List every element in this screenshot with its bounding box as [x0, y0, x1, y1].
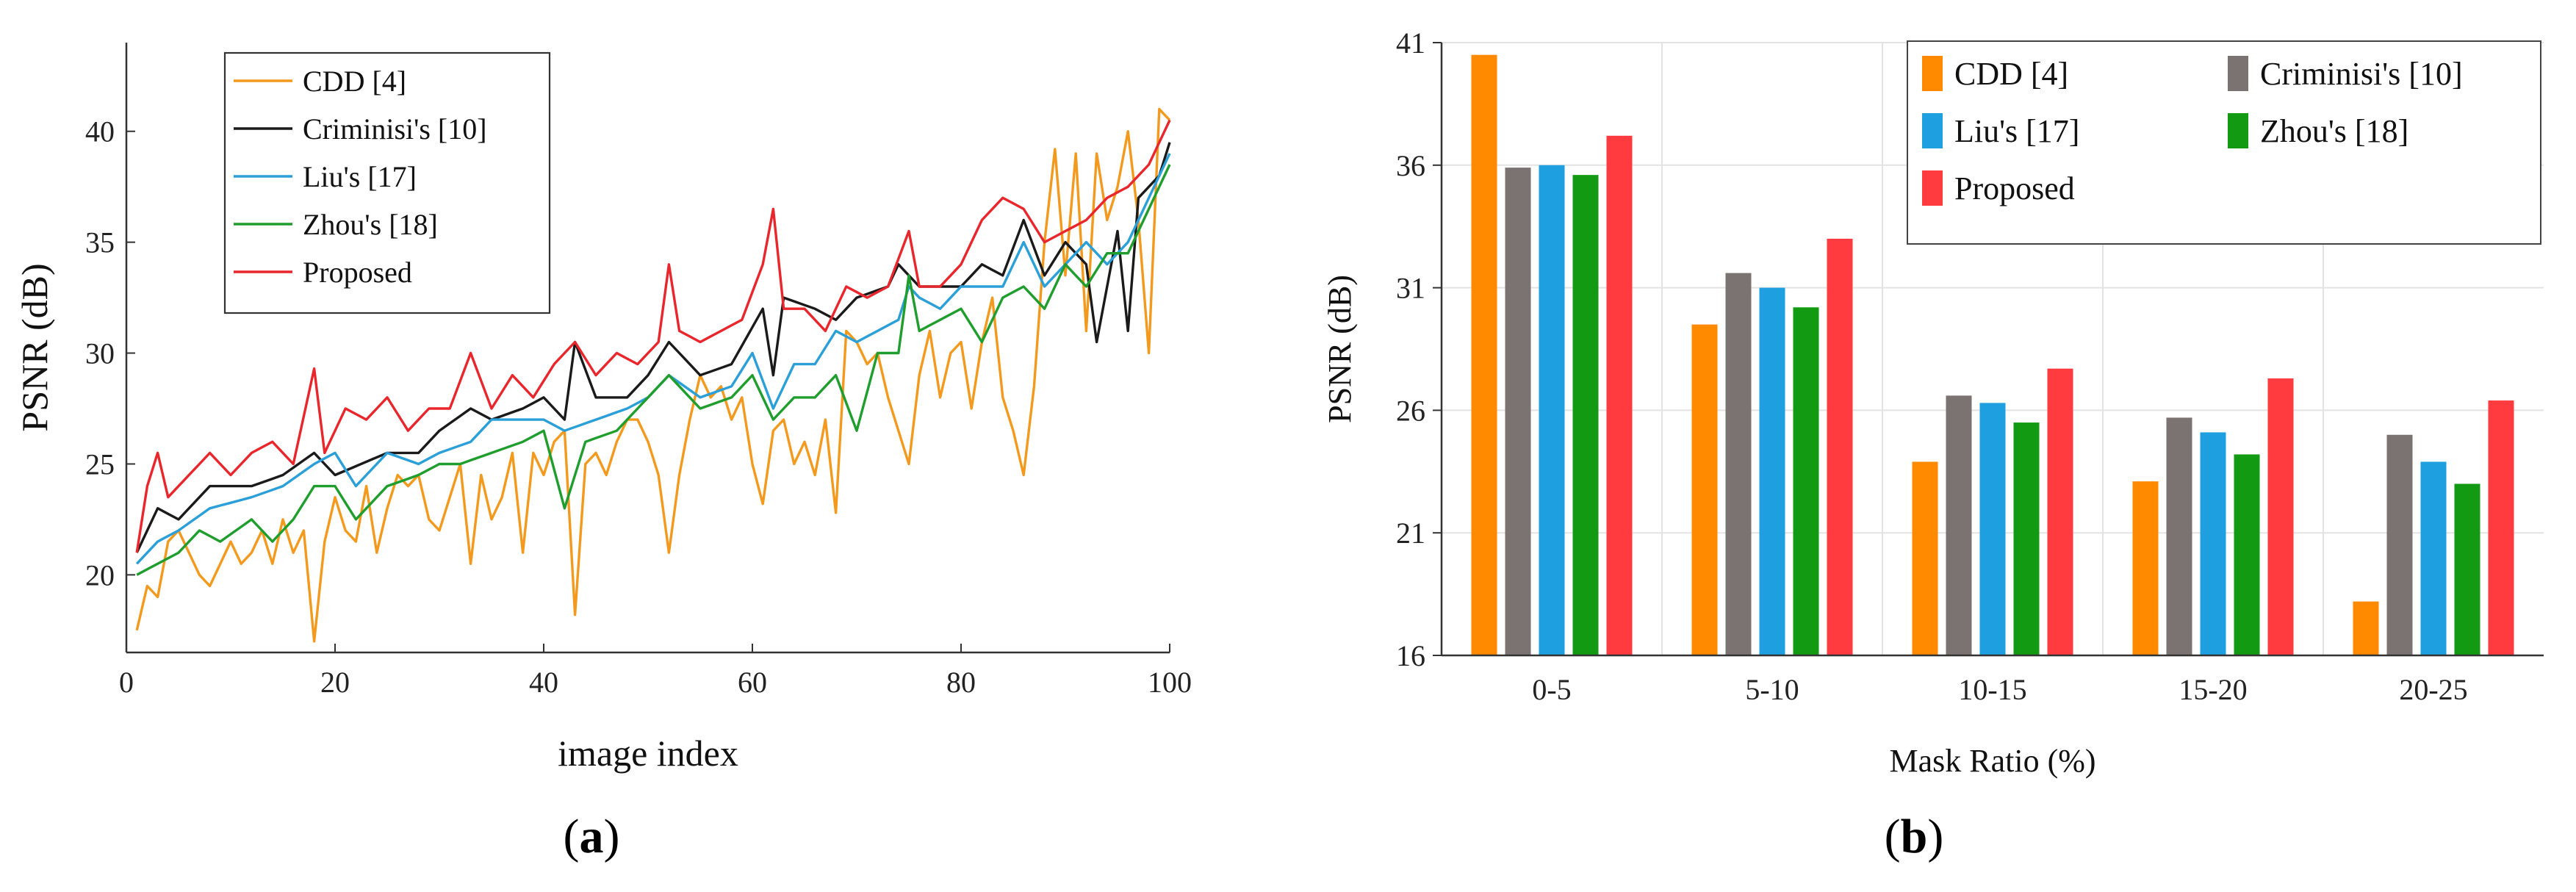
bar-3-3	[2234, 454, 2260, 655]
bar-4-1	[1827, 238, 1853, 655]
bar-4-3	[2267, 378, 2294, 655]
legend-label-4: Proposed	[1954, 170, 2075, 206]
bar-4-0	[1606, 135, 1633, 655]
bar-0-2	[1912, 461, 1938, 655]
bar-3-0	[1572, 175, 1599, 656]
x-tick-label: 20	[320, 666, 350, 699]
x-tick-label: 0	[119, 666, 134, 699]
legend-swatch-2	[1922, 113, 1943, 148]
legend-label-1: Criminisi's [10]	[2260, 56, 2463, 92]
y-axis-label: PSNR (dB)	[1322, 275, 1358, 423]
y-axis-label: PSNR (dB)	[14, 263, 55, 431]
bar-0-3	[2132, 481, 2159, 655]
x-tick-label: 20-25	[2399, 673, 2467, 706]
y-tick-label: 25	[85, 447, 115, 481]
x-tick-label: 10-15	[1958, 673, 2026, 706]
bar-0-0	[1471, 54, 1497, 656]
y-tick-label: 16	[1396, 639, 1425, 672]
x-tick-label: 0-5	[1532, 673, 1571, 706]
chart-b: 0-5 5-10 10-15 15-20 20-25 16 21 26 31 36 41 Mask R…	[1322, 26, 2544, 779]
bar-3-4	[2454, 483, 2480, 655]
legend-label-0: CDD [4]	[303, 65, 406, 98]
x-tick-label: 80	[946, 666, 976, 699]
bar-1-0	[1505, 168, 1531, 656]
y-tick-label: 30	[85, 337, 115, 370]
y-tick-label: 41	[1396, 26, 1425, 60]
series-line-1	[135, 142, 1171, 553]
bar-1-3	[2166, 417, 2192, 655]
bar-3-2	[2013, 422, 2040, 655]
bar-2-4	[2420, 461, 2447, 655]
caption-a: (a)	[564, 810, 620, 863]
bar-2-0	[1539, 165, 1565, 656]
legend-swatch-0	[1922, 56, 1943, 91]
bar-4-4	[2488, 400, 2514, 655]
legend-label-2: Liu's [17]	[1954, 113, 2079, 149]
legend-swatch-1	[2228, 56, 2248, 91]
y-tick-label: 35	[85, 226, 115, 259]
y-tick-label: 20	[85, 558, 115, 591]
legend-swatch-3	[2228, 113, 2248, 148]
x-tick-label: 40	[529, 666, 558, 699]
bar-0-1	[1691, 324, 1718, 655]
legend-label-2: Liu's [17]	[303, 160, 417, 193]
x-tick-label: 15-20	[2179, 673, 2247, 706]
x-axis-label: image index	[558, 733, 738, 774]
bar-2-3	[2200, 432, 2226, 655]
x-tick-label: 5-10	[1745, 673, 1799, 706]
legend-swatch-4	[1922, 170, 1943, 206]
y-tick-label: 21	[1396, 517, 1425, 550]
legend-box	[223, 51, 551, 314]
legend-label-3: Zhou's [18]	[303, 208, 438, 241]
legend-label-4: Proposed	[303, 256, 412, 289]
bar-1-1	[1725, 273, 1752, 656]
legend-label-3: Zhou's [18]	[2260, 113, 2408, 149]
caption-b: (b)	[1885, 810, 1944, 863]
bar-3-1	[1793, 307, 1819, 655]
y-tick-label: 26	[1396, 394, 1425, 427]
bar-0-4	[2353, 601, 2379, 655]
legend-label-1: Criminisi's [10]	[303, 112, 487, 145]
y-tick-label: 40	[85, 115, 115, 148]
chart-a: 0 20 40 60 80 100 20 25 30 35 40 image index PSNR (d…	[14, 43, 1192, 774]
series-line-3	[136, 164, 1171, 576]
legend-box	[1907, 40, 2541, 245]
series-line-4	[135, 119, 1171, 553]
bar-1-2	[1946, 395, 1972, 655]
y-tick-label: 31	[1396, 272, 1425, 305]
x-axis-label: Mask Ratio (%)	[1889, 743, 2095, 779]
bar-4-2	[2047, 368, 2073, 655]
legend-label-0: CDD [4]	[1954, 56, 2068, 92]
series-line-0	[135, 107, 1171, 643]
x-tick-label: 60	[738, 666, 767, 699]
bar-2-1	[1759, 287, 1785, 655]
x-tick-label: 100	[1148, 666, 1192, 699]
bar-2-2	[1979, 403, 2006, 655]
bar-1-4	[2386, 434, 2413, 655]
y-tick-label: 36	[1396, 149, 1425, 182]
